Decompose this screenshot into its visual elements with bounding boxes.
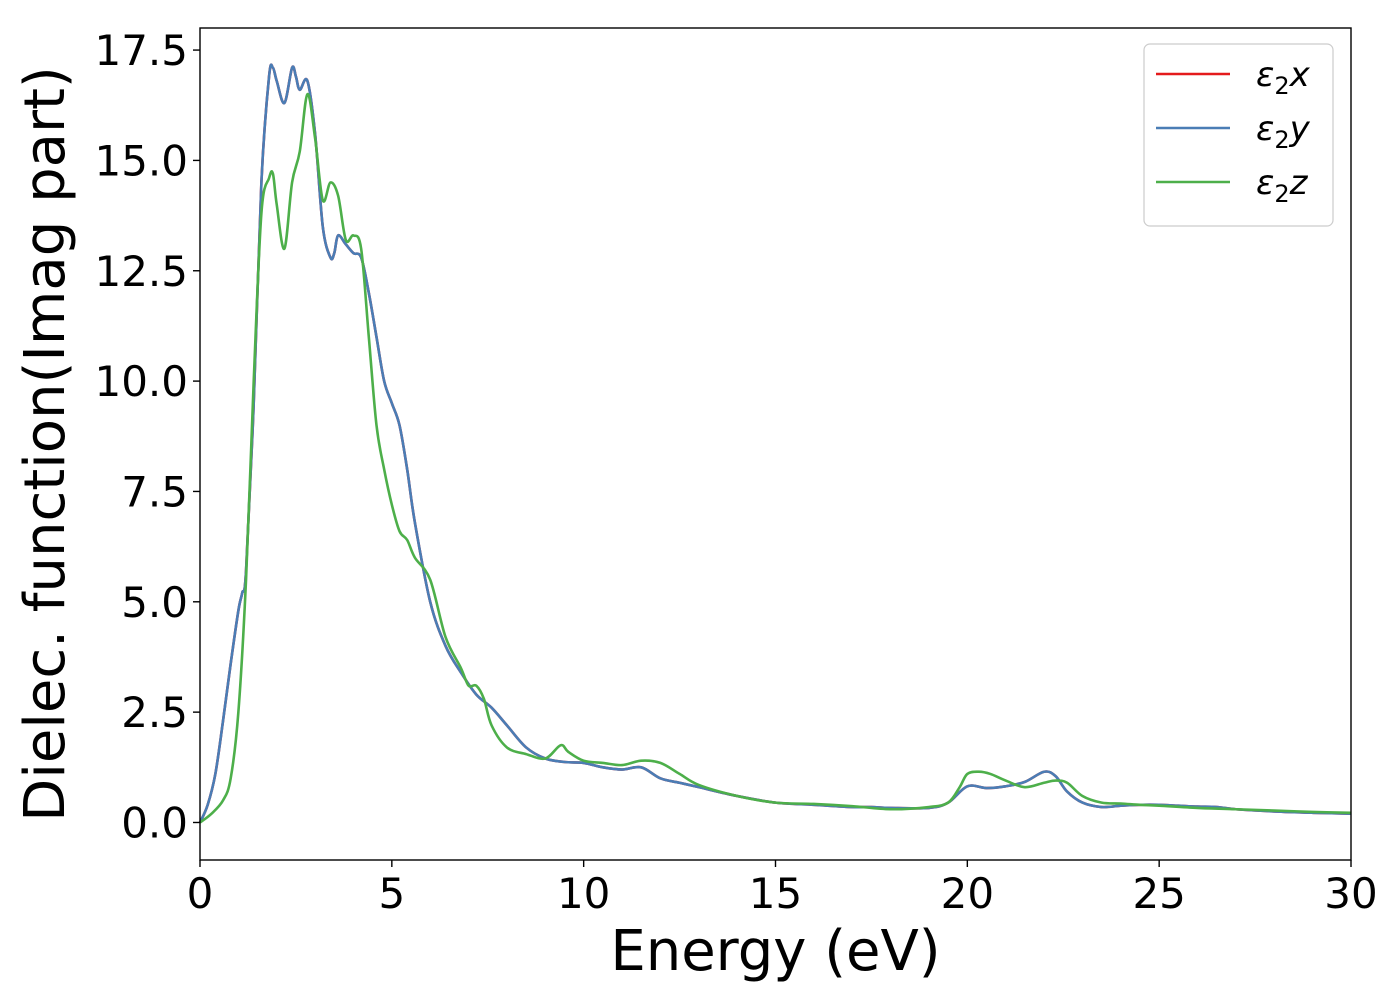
y-tick-label: 12.5 — [94, 247, 188, 296]
y-tick-label: 10.0 — [94, 357, 188, 406]
x-tick-label: 10 — [557, 869, 610, 918]
y-tick-label: 7.5 — [121, 467, 188, 516]
legend-label-x: ε2x — [1256, 55, 1311, 100]
y-tick-label: 2.5 — [121, 688, 188, 737]
x-tick-label: 15 — [749, 869, 802, 918]
x-axis-ticks: 0 5 10 15 20 25 30 — [187, 860, 1378, 918]
series-lines — [198, 63, 1352, 824]
series-line-z — [199, 92, 1352, 824]
x-axis-label: Energy (eV) — [610, 919, 940, 984]
y-axis-label: Dielec. function(Imag part) — [13, 66, 78, 822]
y-tick-label: 0.0 — [121, 798, 188, 847]
y-tick-label: 5.0 — [121, 578, 188, 627]
x-tick-label: 5 — [378, 869, 405, 918]
x-tick-label: 25 — [1132, 869, 1185, 918]
x-tick-label: 0 — [187, 869, 214, 918]
legend-label-z: ε2z — [1256, 163, 1309, 208]
legend: ε2x ε2y ε2z — [1143, 43, 1334, 227]
y-axis-ticks: 0.0 2.5 5.0 7.5 10.0 12.5 15.0 17.5 — [94, 26, 200, 847]
legend-box — [1143, 43, 1334, 227]
legend-label-y: ε2y — [1256, 109, 1311, 154]
y-tick-label: 17.5 — [94, 26, 188, 75]
x-tick-label: 30 — [1324, 869, 1377, 918]
y-tick-label: 15.0 — [94, 136, 188, 185]
x-tick-label: 20 — [941, 869, 994, 918]
